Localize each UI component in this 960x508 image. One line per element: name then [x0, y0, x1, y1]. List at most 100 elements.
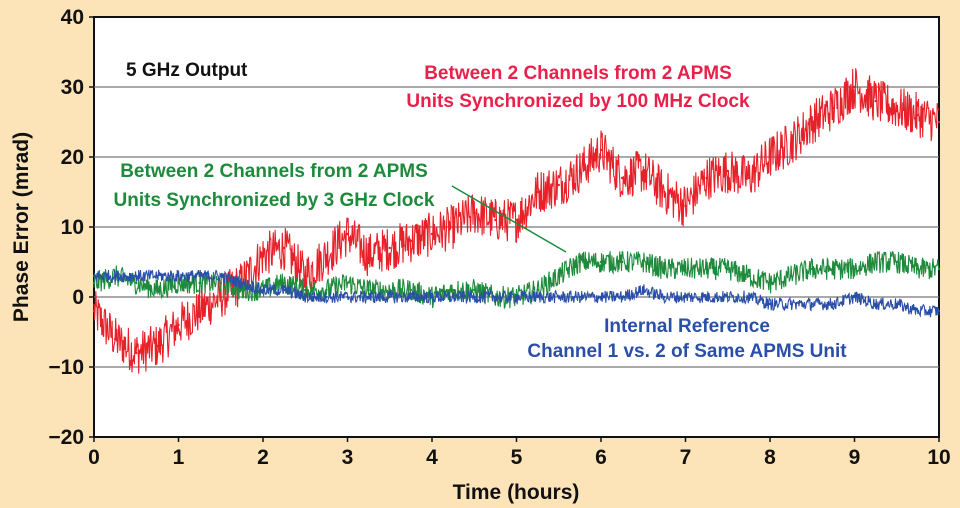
data-point — [684, 295, 687, 299]
data-point — [261, 288, 265, 292]
data-point — [874, 302, 877, 306]
data-point — [789, 141, 793, 145]
data-point — [599, 148, 603, 152]
data-point — [832, 302, 835, 306]
data-point — [937, 267, 941, 271]
data-point — [642, 288, 645, 292]
x-tick-label: 1 — [173, 446, 185, 469]
data-point — [747, 295, 751, 299]
data-point — [515, 295, 518, 299]
data-point — [768, 155, 772, 159]
data-point — [599, 295, 603, 299]
x-axis-title: Time (hours) — [453, 481, 580, 504]
data-point — [684, 204, 687, 208]
data-point — [937, 309, 941, 313]
data-point — [726, 267, 729, 271]
data-point — [916, 309, 920, 313]
data-point — [663, 190, 666, 194]
data-point — [92, 281, 96, 285]
data-point — [304, 274, 307, 278]
series-2 — [92, 269, 941, 318]
y-tick-label: 0 — [72, 286, 84, 309]
data-point — [578, 169, 582, 173]
data-point — [261, 253, 265, 257]
data-point — [536, 295, 539, 299]
data-point — [536, 190, 539, 194]
annotation-green-line1: Between 2 Channels from 2 APMS — [120, 161, 428, 182]
data-point — [705, 267, 708, 271]
data-point — [219, 274, 222, 278]
data-point — [642, 260, 645, 264]
data-point — [747, 176, 751, 180]
annotation-red-line1: Between 2 Channels from 2 APMS — [424, 63, 732, 84]
data-point — [916, 113, 920, 117]
data-point — [620, 295, 624, 299]
data-point — [874, 260, 877, 264]
data-point — [578, 260, 582, 264]
data-point — [409, 288, 413, 292]
data-point — [430, 295, 434, 299]
data-point — [156, 344, 159, 348]
data-point — [282, 281, 286, 285]
data-point — [684, 267, 687, 271]
data-point — [92, 274, 96, 278]
data-point — [156, 274, 159, 278]
gridlines — [94, 86, 939, 368]
data-point — [198, 309, 201, 313]
data-point — [832, 267, 835, 271]
x-tick-label: 9 — [849, 446, 861, 469]
data-point — [451, 288, 455, 292]
data-point — [325, 288, 328, 292]
data-point — [747, 274, 751, 278]
data-point — [789, 274, 793, 278]
data-point — [726, 169, 729, 173]
data-point — [895, 302, 898, 306]
data-point — [557, 295, 560, 299]
data-point — [346, 232, 349, 236]
data-point — [494, 295, 497, 299]
series-line — [93, 269, 940, 318]
x-tick-labels: 0 1 2 3 4 5 6 7 8 9 10 — [88, 437, 951, 469]
data-point — [811, 120, 814, 124]
data-point — [388, 288, 391, 292]
data-point — [113, 274, 117, 278]
data-point — [430, 232, 434, 236]
y-tick-labels: 40 30 20 10 0 −10 −20 — [48, 6, 94, 449]
data-point — [663, 295, 666, 299]
data-point — [113, 337, 117, 341]
data-point — [874, 99, 877, 103]
annotation-blue-line1: Internal Reference — [604, 316, 770, 337]
x-tick-label: 0 — [88, 446, 100, 469]
data-point — [473, 295, 476, 299]
data-point — [832, 106, 835, 110]
data-point — [663, 267, 666, 271]
data-point — [219, 295, 222, 299]
x-tick-label: 2 — [257, 446, 269, 469]
data-point — [494, 218, 497, 222]
y-tick-label: 30 — [61, 76, 84, 99]
data-point — [620, 176, 624, 180]
x-tick-label: 3 — [342, 446, 354, 469]
y-tick-label: −10 — [48, 356, 84, 379]
annotation-green-leader — [451, 185, 567, 253]
data-point — [515, 218, 518, 222]
data-point — [599, 260, 603, 264]
data-point — [177, 323, 180, 327]
x-tick-label: 7 — [680, 446, 692, 469]
data-point — [811, 267, 814, 271]
x-tick-label: 10 — [927, 446, 950, 469]
data-point — [578, 295, 582, 299]
data-point — [726, 295, 729, 299]
annotation-green-line2: Units Synchronized by 3 GHz Clock — [114, 190, 435, 211]
x-tick-label: 5 — [511, 446, 523, 469]
data-point — [92, 309, 96, 313]
data-point — [346, 295, 349, 299]
data-point — [642, 169, 645, 173]
x-tick-label: 4 — [426, 446, 438, 469]
data-point — [768, 302, 772, 306]
series-line — [93, 250, 940, 310]
data-point — [219, 281, 222, 285]
data-point — [135, 274, 138, 278]
data-point — [346, 281, 349, 285]
series-group — [92, 68, 941, 374]
